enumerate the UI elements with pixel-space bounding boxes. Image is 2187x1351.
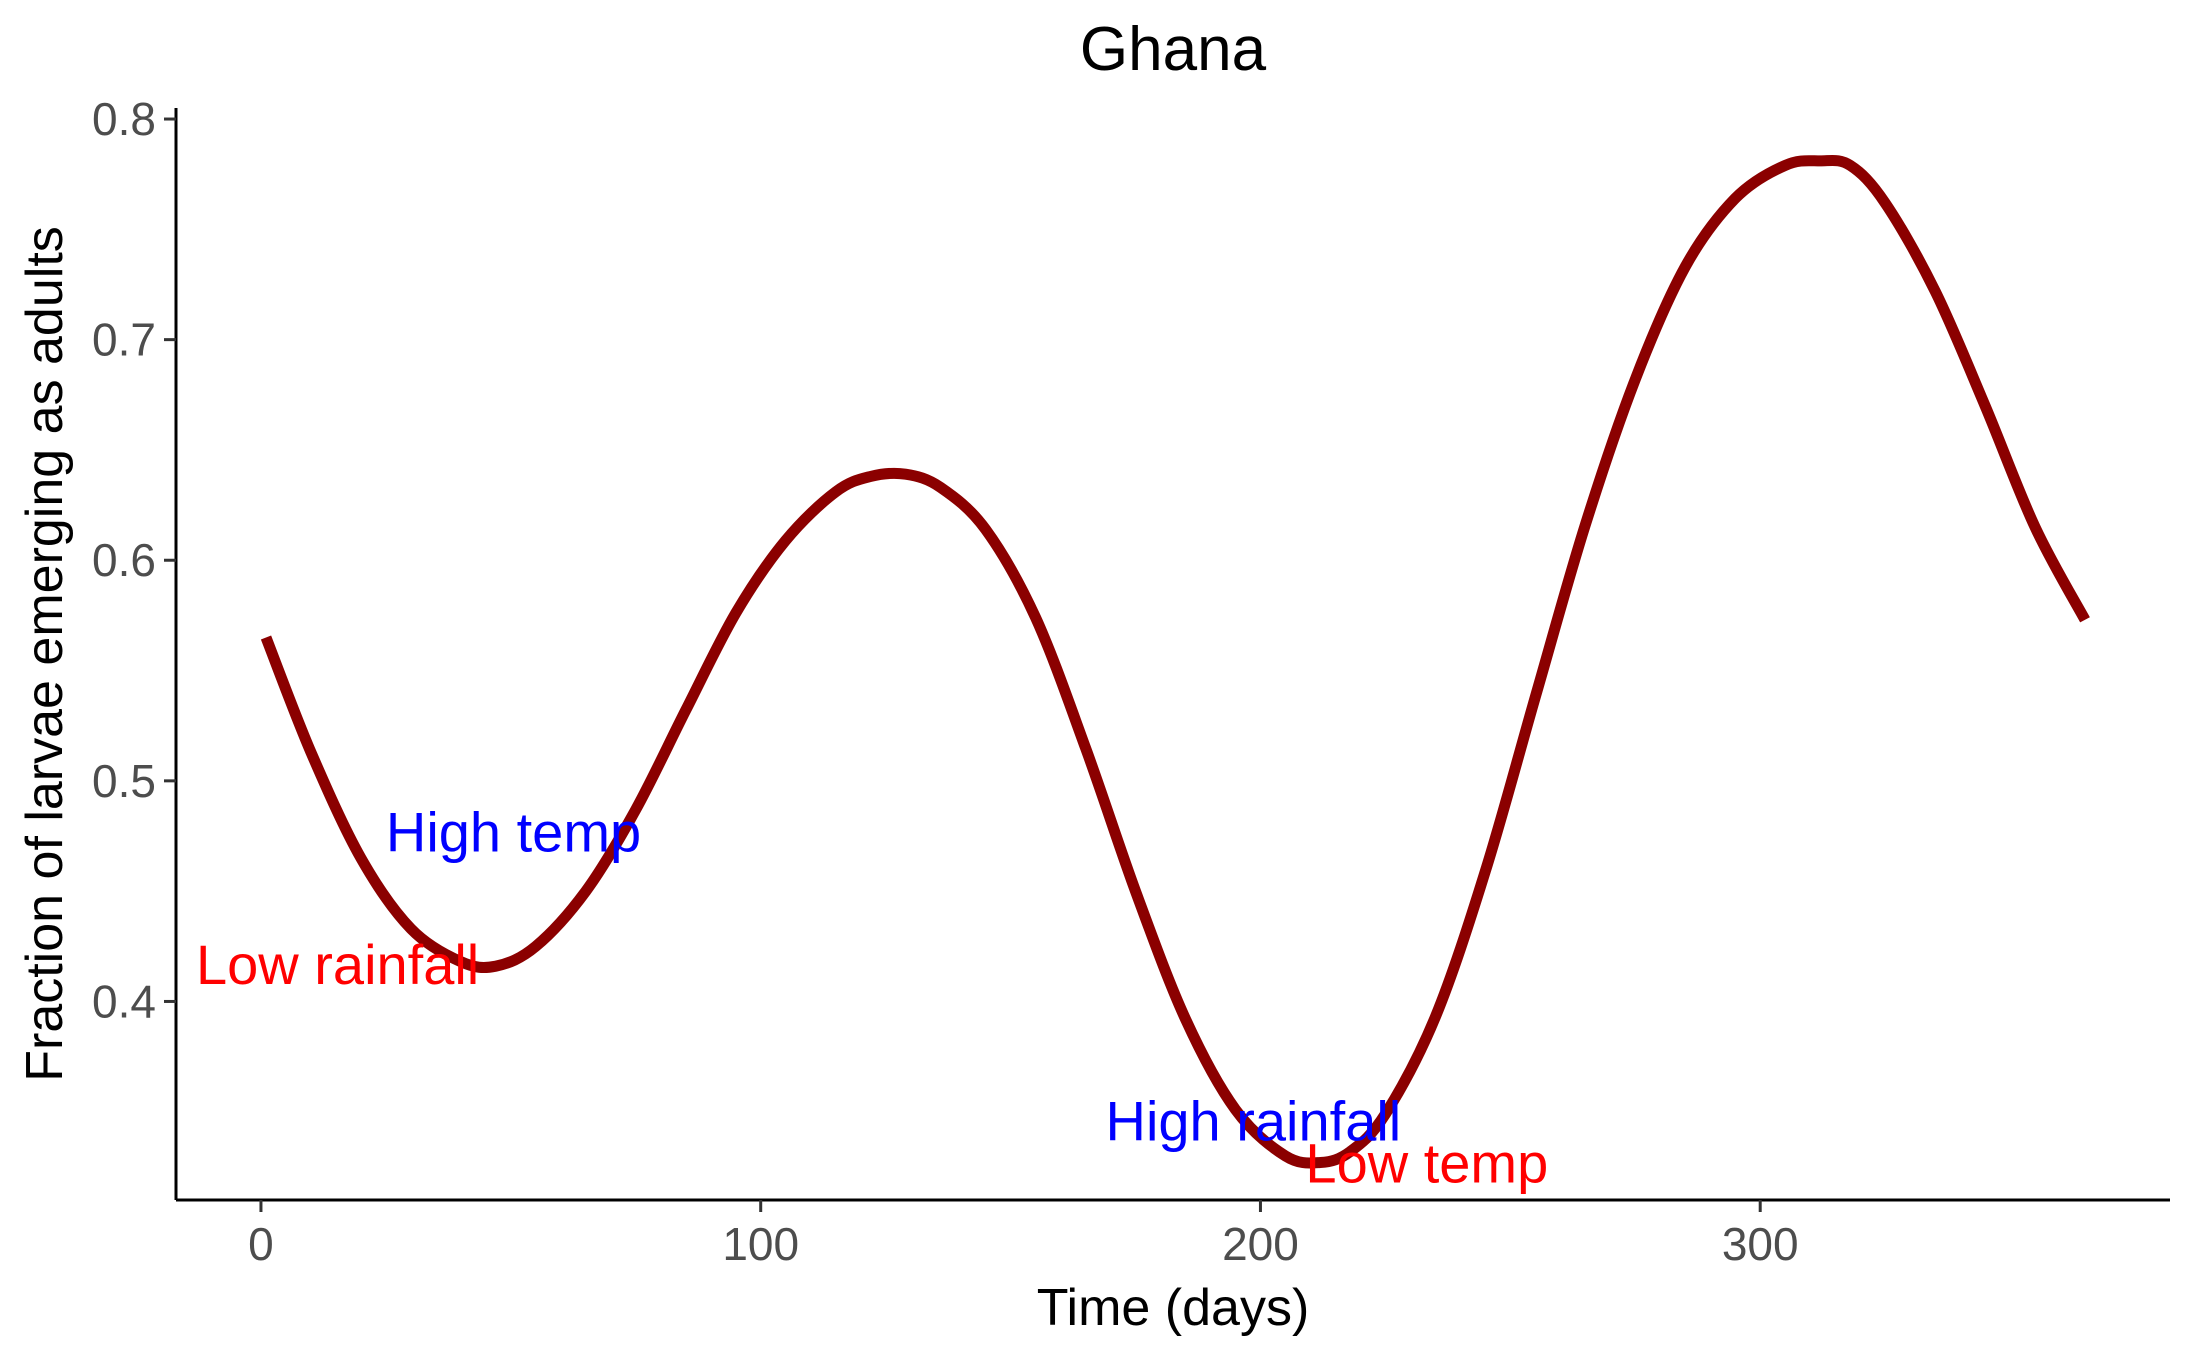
x-tick-label: 300 xyxy=(1722,1218,1799,1270)
y-tick-label: 0.7 xyxy=(92,314,156,366)
y-tick-label: 0.8 xyxy=(92,93,156,145)
y-tick-label: 0.6 xyxy=(92,534,156,586)
y-axis-title: Fraction of larvae emerging as adults xyxy=(16,226,74,1082)
y-tick-label: 0.5 xyxy=(92,755,156,807)
plot-area xyxy=(260,154,2090,1169)
annotation-label: Low temp xyxy=(1305,1131,1548,1194)
chart-title: Ghana xyxy=(1080,15,1267,84)
x-tick-label: 200 xyxy=(1222,1218,1299,1270)
x-tick-label: 100 xyxy=(722,1218,799,1270)
x-axis-title: Time (days) xyxy=(1037,1279,1310,1337)
annotation-label: High temp xyxy=(386,801,641,864)
annotation-label: Low rainfall xyxy=(196,933,479,996)
x-axis-ticks: 0 100 200 300 xyxy=(248,1200,1799,1270)
series-line-1 xyxy=(260,154,2090,1169)
annotation-label: High rainfall xyxy=(1106,1090,1402,1153)
y-tick-label: 0.4 xyxy=(92,975,156,1027)
x-tick-label: 0 xyxy=(248,1218,274,1270)
y-axis-ticks: 0.4 0.5 0.6 0.7 0.8 xyxy=(92,93,176,1027)
